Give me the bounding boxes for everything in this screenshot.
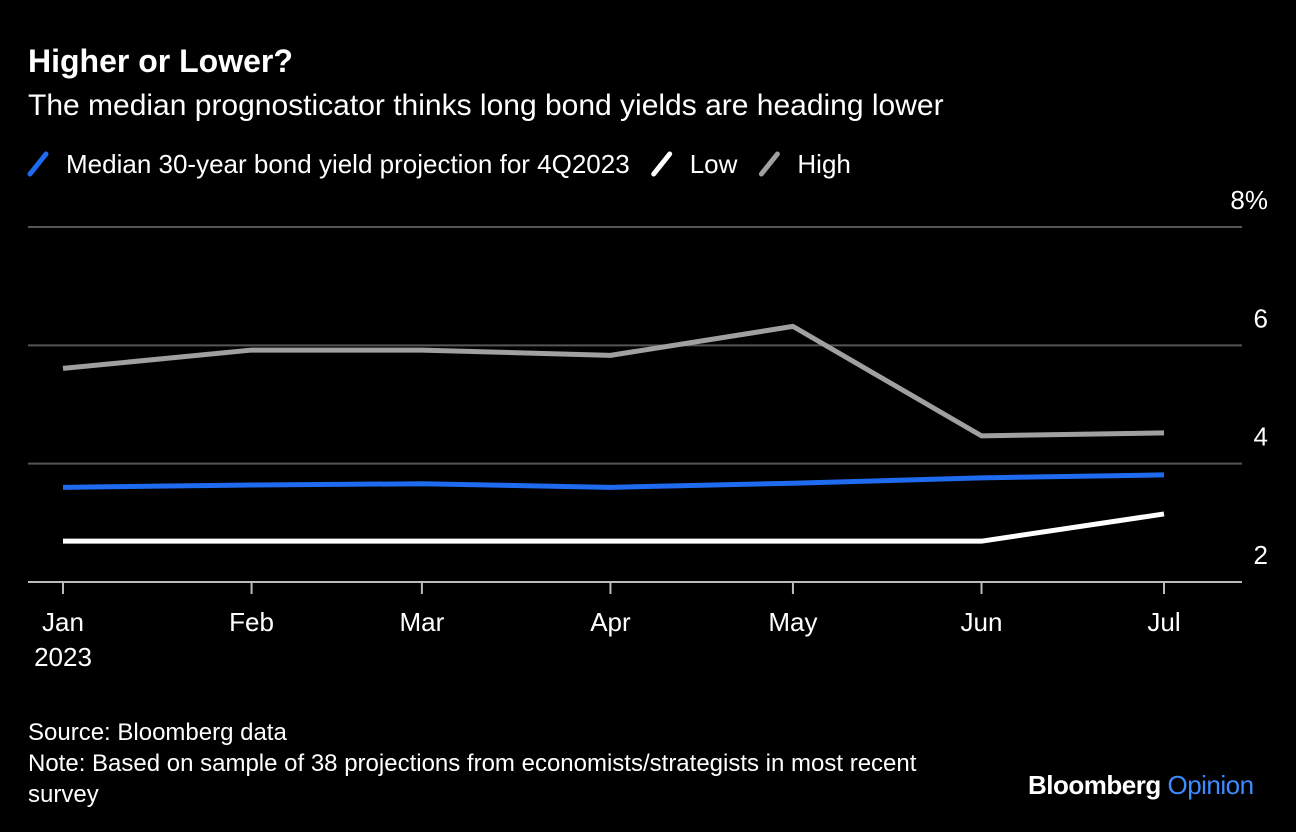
note: Note: Based on sample of 38 projections … bbox=[28, 750, 917, 808]
x-tick-label: Jan bbox=[42, 607, 84, 637]
x-tick-label: May bbox=[768, 607, 817, 637]
series-line bbox=[62, 472, 1165, 490]
series-line bbox=[62, 323, 1165, 439]
x-tick-label: Mar bbox=[399, 607, 444, 637]
y-tick-label: 6 bbox=[1254, 303, 1268, 333]
legend-label: Low bbox=[690, 149, 738, 179]
brand-suffix: Opinion bbox=[1167, 770, 1254, 800]
x-year-label: 2023 bbox=[34, 642, 92, 672]
x-tick-label: Jun bbox=[961, 607, 1003, 637]
y-tick-label: 2 bbox=[1254, 540, 1268, 570]
x-tick-label: Jul bbox=[1147, 607, 1180, 637]
legend-swatch bbox=[27, 151, 49, 177]
legend-swatch bbox=[651, 151, 673, 177]
chart-subtitle: The median prognosticator thinks long bo… bbox=[28, 89, 944, 122]
legend-swatch bbox=[758, 151, 780, 177]
y-tick-label: 4 bbox=[1254, 422, 1268, 452]
x-tick-label: Feb bbox=[229, 607, 274, 637]
source: Source: Bloomberg data bbox=[28, 719, 287, 746]
y-tick-label: 8% bbox=[1230, 185, 1268, 215]
legend-label: Median 30-year bond yield projection for… bbox=[66, 149, 630, 179]
series-line bbox=[63, 511, 1165, 544]
legend-label: High bbox=[797, 149, 850, 179]
brand-name: Bloomberg bbox=[1028, 770, 1161, 800]
x-tick-label: Apr bbox=[590, 607, 631, 637]
brand: Bloomberg Opinion bbox=[1028, 770, 1254, 801]
chart: Higher or Lower? The median prognosticat… bbox=[27, 43, 1268, 672]
chart-title: Higher or Lower? bbox=[28, 43, 293, 79]
